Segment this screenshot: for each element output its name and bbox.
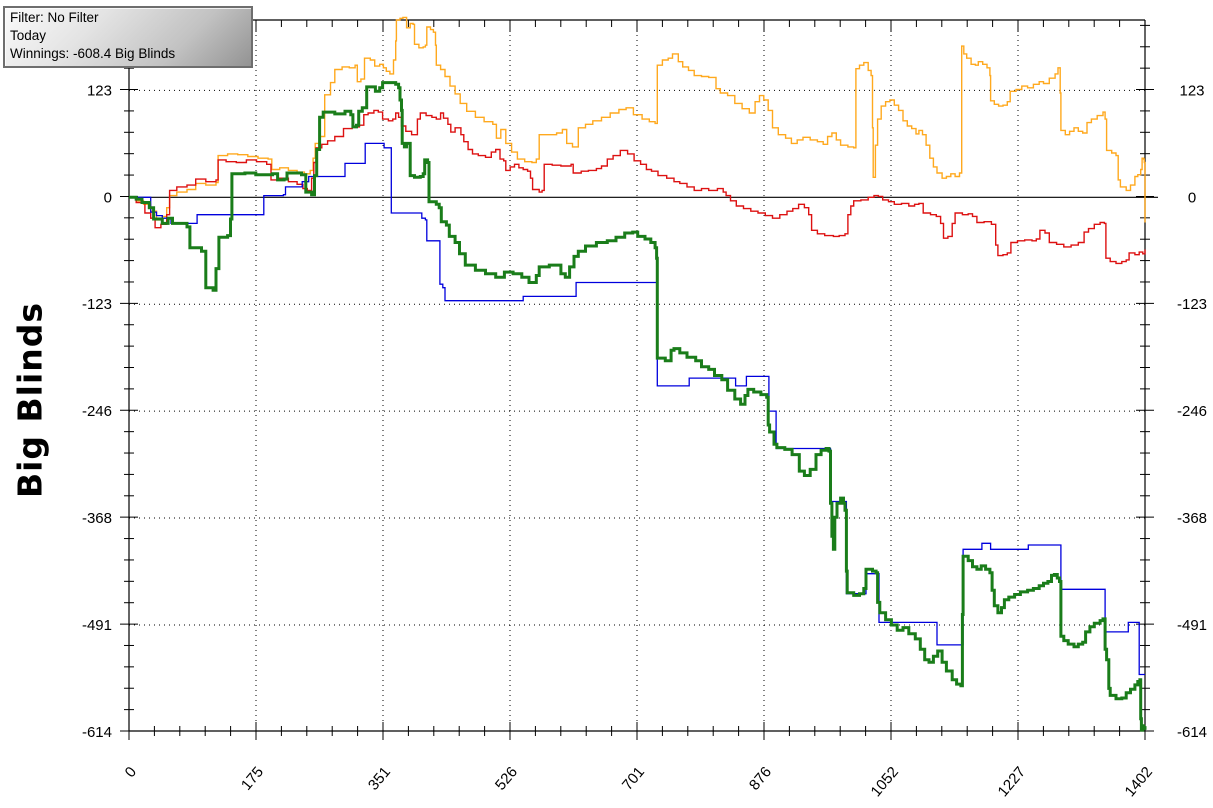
y-axis-title: Big Blinds: [10, 301, 50, 499]
x-tick-label: 1227: [995, 764, 1029, 800]
filter-label: Filter: No Filter: [10, 10, 99, 25]
x-tick-label: 0: [122, 764, 140, 781]
winnings-label: Winnings: -608.4 Big Blinds: [10, 46, 176, 61]
y-tick-label-right: -491: [1177, 617, 1207, 634]
y-tick-label-left: -614: [82, 724, 112, 741]
y-tick-label-right: 0: [1188, 189, 1196, 206]
y-tick-label-left: 123: [87, 82, 112, 99]
x-tick-label: 175: [238, 764, 267, 794]
x-tick-label: 351: [365, 764, 394, 794]
y-tick-label-left: -123: [82, 296, 112, 313]
x-tick-label: 1052: [868, 764, 902, 800]
y-tick-label-right: -123: [1177, 296, 1207, 313]
x-tick-label: 526: [492, 764, 521, 794]
y-tick-label-right: -614: [1177, 724, 1207, 741]
y-tick-label-left: 0: [104, 189, 112, 206]
orange-line: [129, 16, 1146, 223]
y-tick-label-right: -246: [1177, 403, 1207, 420]
red-line: [129, 109, 1146, 265]
filter-info-box: Filter: No Filter Today Winnings: -608.4…: [3, 6, 253, 68]
y-tick-label-left: -368: [82, 510, 112, 527]
x-tick-label: 876: [746, 764, 775, 794]
x-tick-label: 1402: [1122, 764, 1156, 800]
blue-line: [129, 142, 1145, 676]
y-tick-label-left: -246: [82, 403, 112, 420]
y-tick-label-right: 123: [1179, 82, 1204, 99]
green-line: [129, 81, 1147, 732]
x-tick-label: 701: [619, 764, 648, 794]
y-tick-label-left: -491: [82, 617, 112, 634]
period-label: Today: [10, 28, 47, 43]
y-tick-label-right: -368: [1177, 510, 1207, 527]
